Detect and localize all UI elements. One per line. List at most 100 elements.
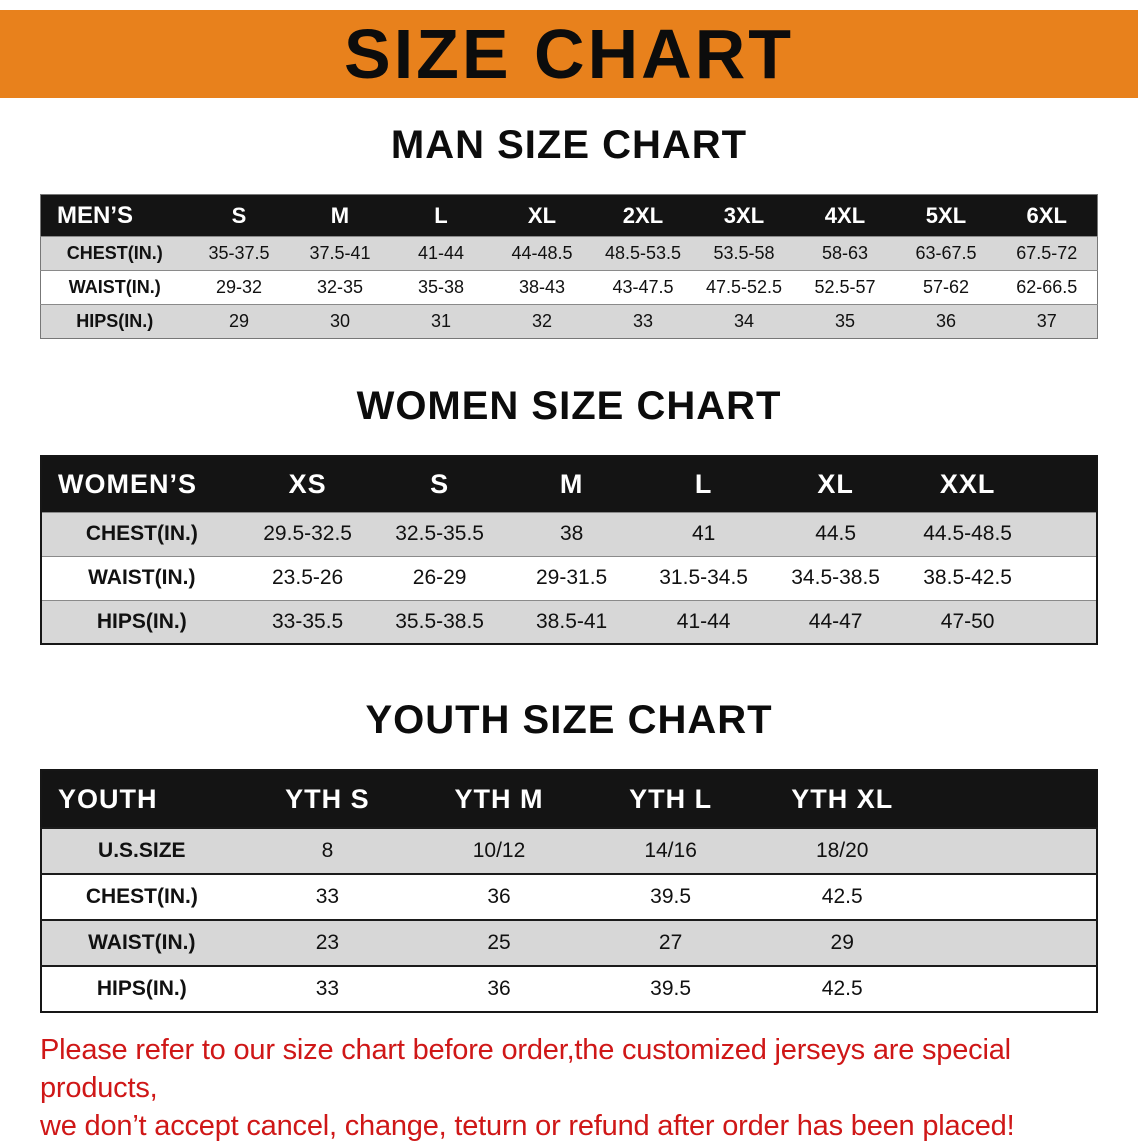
table-row: HIPS(IN.) 33 36 39.5 42.5 bbox=[41, 966, 1097, 1012]
size-value-cell: 41-44 bbox=[676, 609, 731, 633]
disclaimer-line-2: we don’t accept cancel, change, teturn o… bbox=[40, 1110, 1015, 1142]
row-label-cell: CHEST(IN.) bbox=[66, 243, 163, 263]
size-value-cell: 37.5-41 bbox=[309, 243, 371, 263]
size-value-cell: 35.5-38.5 bbox=[395, 609, 484, 633]
row-label-cell: U.S.SIZE bbox=[98, 839, 186, 862]
size-value-cell: 44.5-48.5 bbox=[923, 522, 1012, 545]
size-value-cell: 52.5-57 bbox=[814, 277, 876, 297]
size-column-header: M bbox=[505, 456, 638, 512]
size-value-cell: 30 bbox=[329, 311, 350, 331]
size-value-cell: 38.5-41 bbox=[536, 609, 608, 633]
size-value-cell: 35-37.5 bbox=[208, 243, 270, 263]
size-value-cell: 57-62 bbox=[922, 277, 969, 297]
size-value-cell: 33 bbox=[632, 311, 653, 331]
size-value-cell: 53.5-58 bbox=[713, 243, 775, 263]
size-column-header: YTH L bbox=[584, 770, 757, 828]
spacer-cell bbox=[1033, 456, 1097, 512]
size-value-cell: 38.5-42.5 bbox=[923, 566, 1012, 589]
size-column-header: XS bbox=[241, 456, 374, 512]
size-column-header: L bbox=[390, 194, 492, 237]
size-value-cell: 36 bbox=[487, 977, 511, 1000]
size-value-cell: 63-67.5 bbox=[915, 243, 977, 263]
table-row: CHEST(IN.) 29.5-32.5 32.5-35.5 38 41 44.5 44.5… bbox=[41, 512, 1097, 556]
row-label-cell: WAIST(IN.) bbox=[88, 566, 196, 589]
section-youth-size-chart: YOUTH SIZE CHART YOUTH YTH S YTH M YTH L YTH… bbox=[0, 697, 1138, 1013]
size-value-cell: 35-38 bbox=[417, 277, 464, 297]
spacer-cell bbox=[928, 770, 1097, 828]
table-row: WAIST(IN.) 23 25 27 29 bbox=[41, 920, 1097, 966]
size-value-cell: 41 bbox=[691, 522, 716, 545]
header-row: YOUTH YTH S YTH M YTH L YTH XL bbox=[41, 770, 1097, 828]
size-value-cell: 23.5-26 bbox=[272, 566, 344, 589]
table-row: HIPS(IN.) 29 30 31 32 33 34 35 36 37 bbox=[40, 304, 1098, 339]
spacer-cell bbox=[928, 966, 1097, 1012]
size-value-cell: 27 bbox=[658, 931, 683, 954]
size-value-cell: 29.5-32.5 bbox=[263, 522, 352, 545]
table-row: CHEST(IN.) 33 36 39.5 42.5 bbox=[41, 874, 1097, 920]
size-column-header: 3XL bbox=[693, 194, 795, 237]
size-chart-page: SIZE CHART MAN SIZE CHART MEN’S S M L XL 2XL 3… bbox=[0, 10, 1138, 1145]
size-value-cell: 37 bbox=[1036, 311, 1057, 331]
banner: SIZE CHART bbox=[0, 10, 1138, 98]
row-label-cell: HIPS(IN.) bbox=[96, 977, 187, 1000]
size-value-cell: 44.5 bbox=[815, 522, 857, 545]
row-label-cell: HIPS(IN.) bbox=[76, 311, 154, 331]
size-value-cell: 33 bbox=[315, 885, 340, 908]
size-value-cell: 39.5 bbox=[650, 885, 692, 908]
size-column-header: XXL bbox=[901, 456, 1034, 512]
size-value-cell: 42.5 bbox=[821, 977, 863, 1000]
men-section-heading: MAN SIZE CHART bbox=[390, 123, 748, 167]
size-value-cell: 58-63 bbox=[821, 243, 868, 263]
row-label-cell: CHEST(IN.) bbox=[85, 522, 198, 545]
size-value-cell: 42.5 bbox=[821, 885, 863, 908]
size-value-cell: 33 bbox=[315, 977, 340, 1000]
size-column-header: YTH M bbox=[413, 770, 585, 828]
size-value-cell: 36 bbox=[935, 311, 956, 331]
spacer-cell bbox=[1034, 556, 1097, 600]
table-title-cell: WOMEN’S bbox=[41, 456, 242, 512]
size-column-header: M bbox=[289, 194, 391, 237]
size-column-header: 5XL bbox=[895, 194, 997, 237]
table-title-cell: YOUTH bbox=[41, 770, 242, 828]
size-column-header: L bbox=[637, 456, 770, 512]
size-value-cell: 33-35.5 bbox=[272, 609, 344, 633]
table-row: CHEST(IN.) 35-37.5 37.5-41 41-44 44-48.5 48.5… bbox=[40, 236, 1098, 271]
size-column-header: 4XL bbox=[794, 194, 896, 237]
table-row: WAIST(IN.) 29-32 32-35 35-38 38-43 43-47.5 47.… bbox=[40, 270, 1098, 305]
size-value-cell: 29-32 bbox=[215, 277, 262, 297]
section-men-size-chart: MAN SIZE CHART MEN’S S M L XL 2XL 3XL 4XL 5XL 6XL… bbox=[0, 122, 1138, 339]
size-value-cell: 34 bbox=[733, 311, 754, 331]
youth-size-table: YOUTH YTH S YTH M YTH L YTH XL U.S.SIZE 8 10/12… bbox=[40, 769, 1098, 1013]
size-value-cell: 41-44 bbox=[417, 243, 464, 263]
women-section-heading: WOMEN SIZE CHART bbox=[356, 384, 782, 428]
size-value-cell: 23 bbox=[315, 931, 340, 954]
size-value-cell: 35 bbox=[834, 311, 855, 331]
size-value-cell: 48.5-53.5 bbox=[604, 243, 681, 263]
size-column-header: 6XL bbox=[996, 194, 1098, 237]
size-value-cell: 44-47 bbox=[808, 609, 863, 633]
size-value-cell: 38 bbox=[559, 522, 584, 545]
table-row: U.S.SIZE 8 10/12 14/16 18/20 bbox=[41, 828, 1097, 874]
header-row: WOMEN’S XS S M L XL XXL bbox=[41, 456, 1097, 512]
size-value-cell: 25 bbox=[487, 931, 511, 954]
table-row: HIPS(IN.) 33-35.5 35.5-38.5 38.5-41 41-44 44-… bbox=[41, 600, 1097, 644]
row-label-cell: CHEST(IN.) bbox=[85, 885, 198, 908]
spacer-cell bbox=[1034, 512, 1097, 556]
row-label-cell: HIPS(IN.) bbox=[96, 609, 187, 633]
banner-title: SIZE CHART bbox=[344, 15, 794, 93]
men-size-table: MEN’S S M L XL 2XL 3XL 4XL 5XL 6XL CHEST(IN.) 35-37… bbox=[40, 194, 1098, 339]
size-column-header: YTH XL bbox=[756, 770, 929, 828]
size-value-cell: 44-48.5 bbox=[511, 243, 573, 263]
disclaimer: Please refer to our size chart before or… bbox=[40, 1031, 1118, 1145]
section-women-size-chart: WOMEN SIZE CHART WOMEN’S XS S M L XL XXL CHEST(… bbox=[0, 383, 1138, 645]
size-value-cell: 8 bbox=[321, 839, 334, 862]
women-size-table: WOMEN’S XS S M L XL XXL CHEST(IN.) 29.5-32.5 32.5… bbox=[40, 455, 1098, 645]
header-row: MEN’S S M L XL 2XL 3XL 4XL 5XL 6XL bbox=[40, 194, 1098, 237]
size-value-cell: 18/20 bbox=[815, 839, 869, 862]
size-value-cell: 10/12 bbox=[472, 839, 526, 862]
size-value-cell: 31 bbox=[430, 311, 451, 331]
size-value-cell: 67.5-72 bbox=[1016, 243, 1078, 263]
disclaimer-line-1: Please refer to our size chart before or… bbox=[40, 1034, 1011, 1104]
size-value-cell: 32.5-35.5 bbox=[395, 522, 484, 545]
size-column-header: S bbox=[188, 194, 290, 237]
